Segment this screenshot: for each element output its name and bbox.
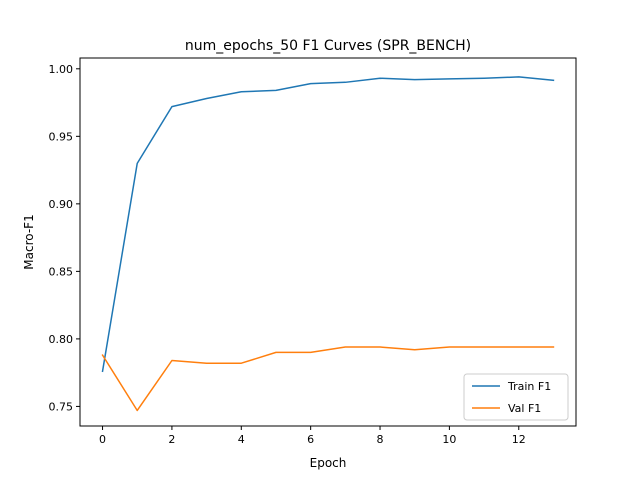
series-line-val-f1 bbox=[101, 346, 555, 412]
y-tick-label: 0.75 bbox=[49, 400, 74, 413]
legend-label: Val F1 bbox=[508, 402, 541, 415]
x-tick-label: 6 bbox=[307, 433, 314, 446]
x-tick-label: 0 bbox=[99, 433, 106, 446]
legend-label: Train F1 bbox=[507, 380, 551, 393]
y-axis-label: Macro-F1 bbox=[22, 214, 36, 269]
x-tick-label: 4 bbox=[238, 433, 245, 446]
plot-area bbox=[101, 76, 555, 412]
y-axis: 0.75 0.80 0.85 0.90 0.95 1.00 bbox=[49, 63, 80, 413]
y-tick-label: 0.80 bbox=[49, 333, 74, 346]
x-tick-label: 2 bbox=[168, 433, 175, 446]
x-axis: 0 2 4 6 8 10 12 bbox=[99, 426, 526, 446]
chart-title: num_epochs_50 F1 Curves (SPR_BENCH) bbox=[185, 38, 471, 54]
x-axis-label: Epoch bbox=[310, 456, 347, 470]
y-tick-label: 0.85 bbox=[49, 265, 74, 278]
x-tick-label: 8 bbox=[377, 433, 384, 446]
y-tick-label: 0.95 bbox=[49, 130, 74, 143]
legend: Train F1 Val F1 bbox=[463, 373, 569, 421]
axes-frame bbox=[79, 57, 577, 427]
y-tick-label: 0.90 bbox=[49, 198, 74, 211]
series-line-train-f1 bbox=[101, 76, 555, 373]
y-tick-label: 1.00 bbox=[49, 63, 74, 76]
x-tick-label: 10 bbox=[442, 433, 456, 446]
x-tick-label: 12 bbox=[512, 433, 526, 446]
